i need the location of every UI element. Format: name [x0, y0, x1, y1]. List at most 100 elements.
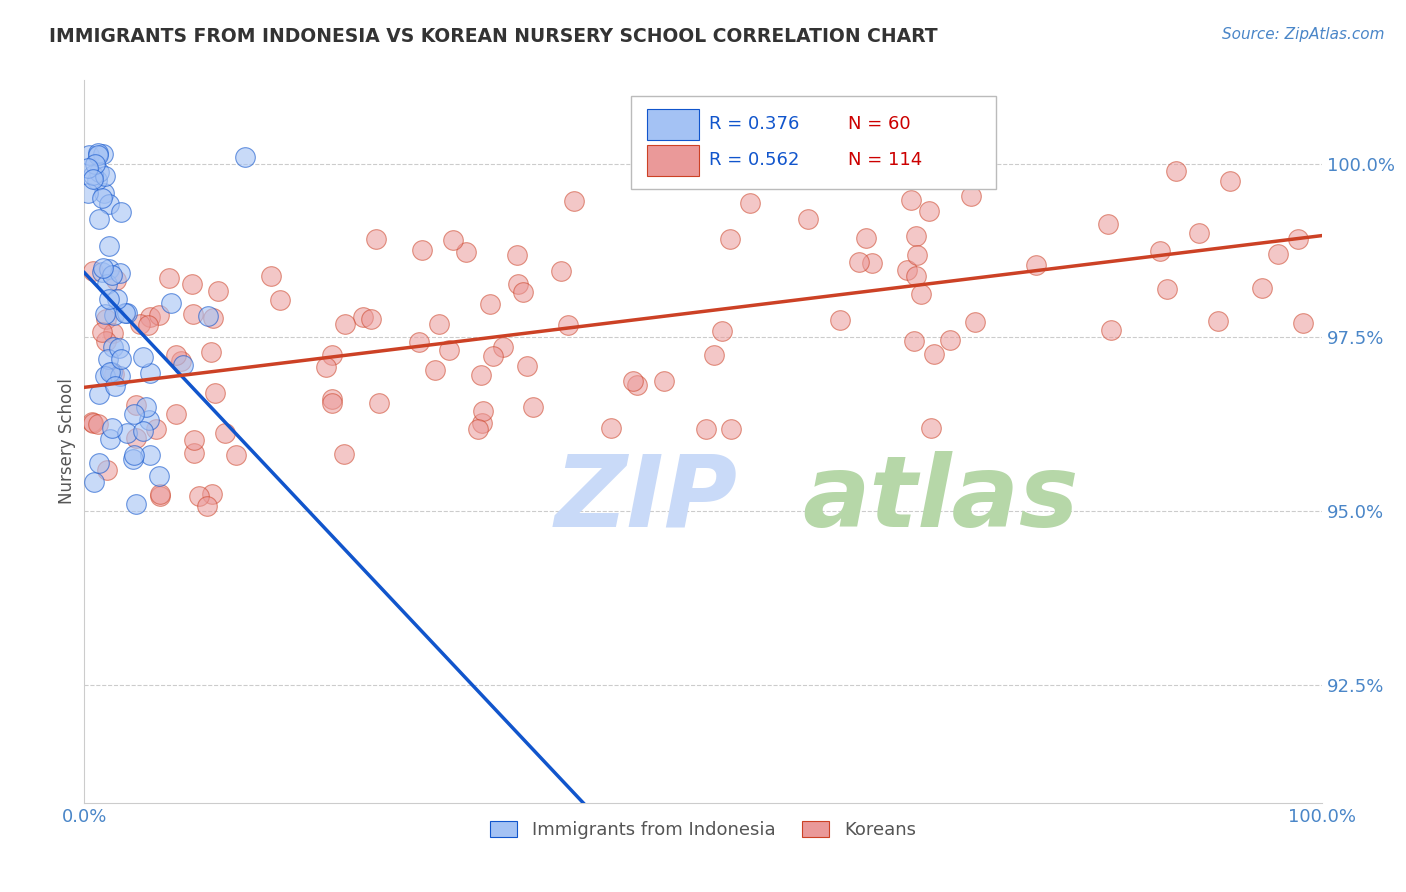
- Point: [135, 400, 157, 414]
- Point: [860, 255, 883, 269]
- Point: [260, 268, 283, 283]
- Point: [108, 341, 131, 355]
- FancyBboxPatch shape: [647, 145, 699, 176]
- Point: [855, 231, 877, 245]
- Point: [131, 350, 153, 364]
- Point: [89, 212, 111, 227]
- Point: [101, 365, 124, 379]
- Point: [1291, 316, 1313, 330]
- Point: [903, 334, 925, 348]
- Point: [97, 292, 120, 306]
- Point: [830, 313, 852, 327]
- Point: [94, 369, 117, 384]
- Point: [91, 265, 114, 279]
- Point: [87, 165, 110, 179]
- Point: [108, 368, 131, 383]
- Point: [200, 345, 222, 359]
- Point: [117, 306, 139, 320]
- Point: [233, 150, 256, 164]
- Point: [82, 416, 104, 430]
- Point: [366, 232, 388, 246]
- Point: [104, 379, 127, 393]
- Point: [269, 293, 291, 308]
- Point: [149, 487, 172, 501]
- Point: [963, 315, 986, 329]
- Text: R = 0.562: R = 0.562: [709, 152, 800, 169]
- Point: [98, 239, 121, 253]
- Point: [132, 424, 155, 438]
- Point: [91, 191, 114, 205]
- Point: [181, 277, 204, 292]
- Point: [195, 499, 218, 513]
- Point: [110, 205, 132, 219]
- Point: [139, 310, 162, 325]
- Point: [122, 449, 145, 463]
- Point: [1097, 217, 1119, 231]
- Point: [1188, 227, 1211, 241]
- Point: [77, 148, 100, 162]
- Point: [101, 326, 124, 340]
- Text: IMMIGRANTS FROM INDONESIA VS KOREAN NURSERY SCHOOL CORRELATION CHART: IMMIGRANTS FROM INDONESIA VS KOREAN NURS…: [49, 27, 938, 45]
- Point: [508, 277, 530, 291]
- Point: [121, 451, 143, 466]
- Point: [963, 164, 986, 178]
- Point: [437, 343, 460, 357]
- Point: [904, 268, 927, 283]
- Point: [82, 264, 104, 278]
- Point: [938, 333, 960, 347]
- Point: [959, 188, 981, 202]
- Point: [101, 340, 124, 354]
- Point: [711, 324, 734, 338]
- Point: [1250, 281, 1272, 295]
- Point: [96, 277, 118, 291]
- Point: [423, 362, 446, 376]
- Point: [922, 347, 945, 361]
- Point: [918, 204, 941, 219]
- Point: [98, 432, 121, 446]
- Point: [138, 448, 160, 462]
- Point: [97, 197, 120, 211]
- Text: N = 114: N = 114: [848, 152, 922, 169]
- Point: [165, 348, 187, 362]
- Point: [93, 186, 115, 201]
- Point: [441, 233, 464, 247]
- Point: [96, 334, 118, 348]
- Point: [98, 365, 121, 379]
- Point: [321, 348, 343, 362]
- Point: [187, 489, 209, 503]
- Point: [1166, 164, 1188, 178]
- Point: [94, 307, 117, 321]
- Point: [1267, 247, 1289, 261]
- Point: [550, 264, 572, 278]
- Point: [77, 186, 100, 200]
- Point: [103, 368, 125, 382]
- Point: [408, 335, 430, 350]
- Point: [797, 211, 820, 226]
- Point: [97, 262, 120, 277]
- Point: [148, 308, 170, 322]
- Point: [467, 422, 489, 436]
- Point: [720, 422, 742, 436]
- Text: atlas: atlas: [801, 450, 1078, 548]
- Point: [105, 293, 128, 307]
- Text: ZIP: ZIP: [554, 450, 738, 548]
- Point: [315, 360, 337, 375]
- Point: [91, 146, 114, 161]
- Point: [900, 194, 922, 208]
- Point: [905, 228, 928, 243]
- Point: [456, 244, 478, 259]
- Point: [333, 317, 356, 331]
- Text: R = 0.376: R = 0.376: [709, 115, 800, 133]
- Point: [1286, 232, 1309, 246]
- Point: [128, 317, 150, 331]
- Point: [1206, 314, 1229, 328]
- Point: [101, 421, 124, 435]
- Point: [183, 445, 205, 459]
- Point: [97, 352, 120, 367]
- Point: [87, 456, 110, 470]
- Point: [197, 310, 219, 324]
- Point: [136, 318, 159, 332]
- Point: [87, 417, 110, 431]
- Point: [204, 385, 226, 400]
- Point: [201, 487, 224, 501]
